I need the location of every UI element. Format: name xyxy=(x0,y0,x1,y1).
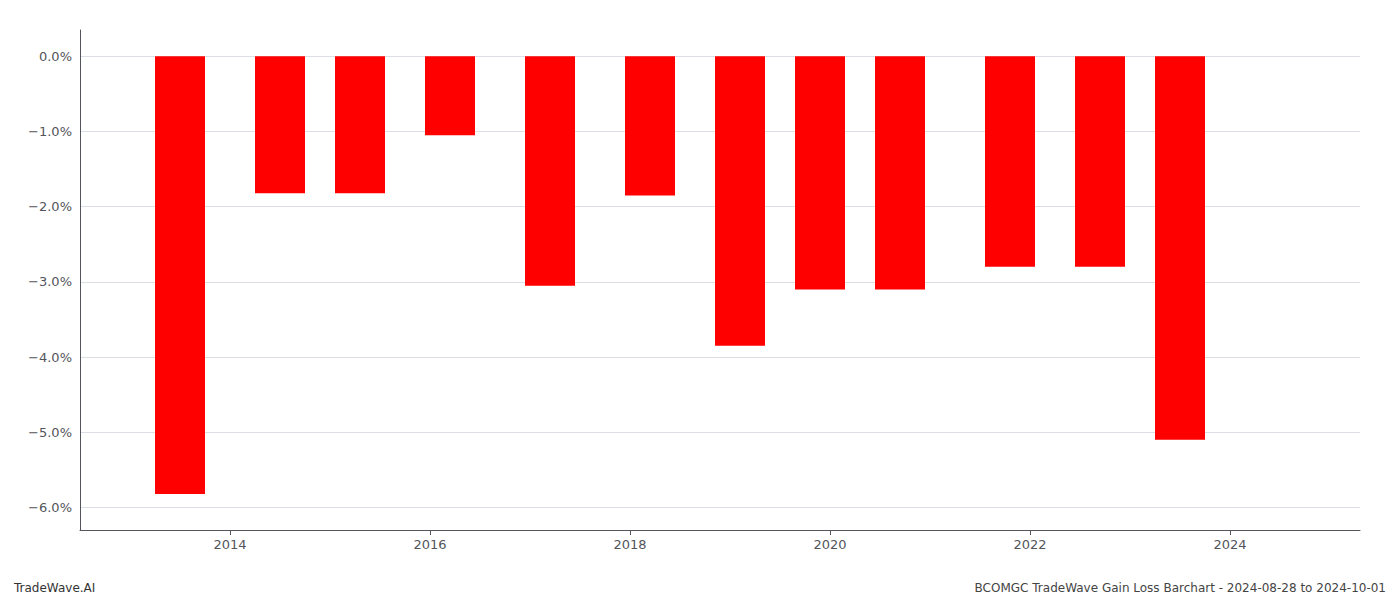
svg-text:−4.0%: −4.0% xyxy=(28,350,72,365)
svg-text:−5.0%: −5.0% xyxy=(28,425,72,440)
svg-text:2022: 2022 xyxy=(1013,537,1046,552)
svg-text:−6.0%: −6.0% xyxy=(28,500,72,515)
svg-text:TradeWave.AI: TradeWave.AI xyxy=(13,581,95,595)
svg-text:−2.0%: −2.0% xyxy=(28,199,72,214)
svg-text:2020: 2020 xyxy=(813,537,846,552)
svg-text:2024: 2024 xyxy=(1213,537,1246,552)
svg-text:2014: 2014 xyxy=(213,537,246,552)
svg-text:−3.0%: −3.0% xyxy=(28,274,72,289)
svg-text:−1.0%: −1.0% xyxy=(28,124,72,139)
svg-text:2018: 2018 xyxy=(613,537,646,552)
svg-text:BCOMGC TradeWave Gain Loss Bar: BCOMGC TradeWave Gain Loss Barchart - 20… xyxy=(975,581,1386,595)
svg-text:2016: 2016 xyxy=(413,537,446,552)
svg-text:0.0%: 0.0% xyxy=(39,49,72,64)
